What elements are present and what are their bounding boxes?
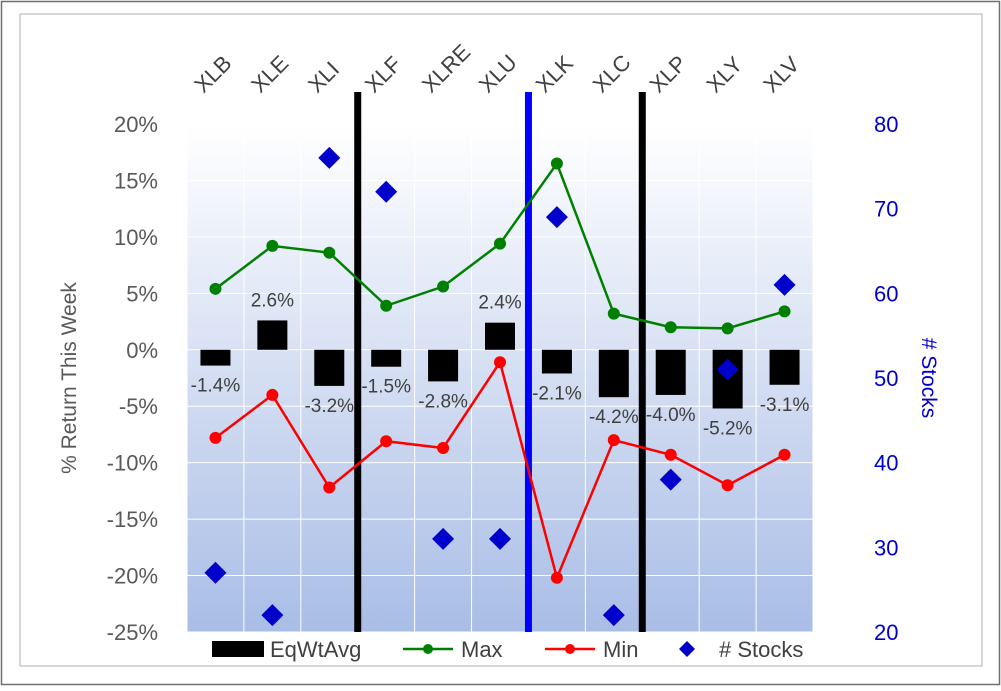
legend-entry-min: Min xyxy=(545,637,638,662)
data-label-xle: 2.6% xyxy=(251,290,294,311)
data-label-xlv: -3.1% xyxy=(760,395,810,416)
point-min-xlf xyxy=(380,435,393,448)
legend-label-min: Min xyxy=(603,637,638,662)
diamond-stocks-xlv xyxy=(773,273,796,296)
y-axis-tick-labels: -25% -20% -15% -10% -5% 0% 5% 10% 15% 20% xyxy=(107,112,158,645)
point-max-xlf xyxy=(380,299,393,312)
data-label-xly: -5.2% xyxy=(703,418,753,439)
y-tick-label: 20% xyxy=(114,112,158,137)
bar-xlb xyxy=(200,349,231,366)
point-max-xly xyxy=(721,322,734,335)
y-axis-title: % Return This Week xyxy=(58,282,81,474)
y-tick-label: 10% xyxy=(114,225,158,250)
legend-marker-stocks xyxy=(679,641,695,657)
y2-axis-tick-labels: 20 30 40 50 60 70 80 xyxy=(874,112,898,645)
diamond-stocks-xlre xyxy=(432,527,455,550)
bar-xlk xyxy=(541,349,572,374)
y-tick-label: -10% xyxy=(107,451,158,476)
y2-tick-label: 50 xyxy=(874,366,898,391)
bar-series-eqwtavg xyxy=(200,320,800,409)
legend-entry-stocks: # Stocks xyxy=(679,637,803,662)
inner-border xyxy=(19,13,983,667)
point-max-xlb xyxy=(209,282,222,295)
legend-entry-max: Max xyxy=(403,637,503,662)
legend-marker-max xyxy=(423,644,433,654)
y-tick-label: -20% xyxy=(107,564,158,589)
point-max-xlre xyxy=(437,280,450,293)
scatter-series-stocks xyxy=(204,146,796,627)
legend-label-max: Max xyxy=(461,637,503,662)
bar-xlc xyxy=(598,349,629,398)
diamond-stocks-xlb xyxy=(204,561,227,584)
data-label-xlc: -4.2% xyxy=(589,407,639,428)
diamond-stocks-xlc xyxy=(602,604,625,627)
bar-xle xyxy=(257,320,288,350)
diamond-stocks-xlp xyxy=(659,468,682,491)
legend: EqWtAvg Max Min # Stocks xyxy=(212,637,803,662)
legend-label-eqwtavg: EqWtAvg xyxy=(270,637,361,662)
data-label-xlb: -1.4% xyxy=(191,376,241,397)
diamond-stocks-xli xyxy=(318,146,341,169)
bar-xlre xyxy=(428,349,459,382)
y-tick-label: 0% xyxy=(126,338,158,363)
point-min-xlp xyxy=(664,448,677,461)
line-series xyxy=(209,157,791,584)
legend-swatch-eqwtavg xyxy=(212,641,264,657)
y2-tick-label: 20 xyxy=(874,620,898,645)
legend-label-stocks: # Stocks xyxy=(719,637,803,662)
point-max-xli xyxy=(323,246,336,259)
diamond-stocks-xlk xyxy=(545,206,568,229)
vertical-dividers xyxy=(354,92,646,632)
point-min-xlre xyxy=(437,441,450,454)
bar-xlu xyxy=(485,322,515,350)
y2-tick-label: 70 xyxy=(874,197,898,222)
point-min-xlb xyxy=(209,431,222,444)
point-min-xlc xyxy=(607,434,620,447)
data-label-xlk: -2.1% xyxy=(532,383,582,404)
diamond-stocks-xle xyxy=(261,604,284,627)
diamond-stocks-xlf xyxy=(375,180,398,203)
y-tick-label: 15% xyxy=(114,168,158,193)
y-tick-label: -5% xyxy=(119,394,158,419)
gridlines xyxy=(186,123,814,633)
point-max-xlu xyxy=(494,237,506,250)
bar-xlv xyxy=(769,349,800,385)
legend-marker-min xyxy=(565,644,575,654)
bar-xlp xyxy=(655,349,686,395)
point-max-xlk xyxy=(550,157,563,170)
legend-entry-eqwtavg: EqWtAvg xyxy=(212,637,361,662)
point-max-xlp xyxy=(664,321,677,334)
data-label-xlu: 2.4% xyxy=(478,293,521,314)
point-min-xly xyxy=(721,479,734,492)
point-min-xlk xyxy=(550,571,563,584)
bar-xlf xyxy=(371,349,402,367)
y-tick-label: -25% xyxy=(107,620,158,645)
data-label-xlf: -1.5% xyxy=(361,377,411,398)
point-max-xlv xyxy=(778,305,791,318)
point-max-xlc xyxy=(607,307,620,320)
data-label-xlre: -2.8% xyxy=(418,391,468,412)
bar-data-labels: -1.4% 2.6% -3.2% -1.5% -2.8% 2.4% -2.1% -4.2% -4… xyxy=(191,290,810,439)
bar-xli xyxy=(314,349,345,386)
point-min-xli xyxy=(323,481,336,494)
data-label-xlp: -4.0% xyxy=(646,405,696,426)
point-min-xlu xyxy=(494,356,506,369)
y2-axis-title: # Stocks xyxy=(917,338,940,419)
data-label-xli: -3.2% xyxy=(304,396,354,417)
point-max-xle xyxy=(266,239,279,252)
y2-tick-label: 60 xyxy=(874,281,898,306)
point-min-xle xyxy=(266,388,279,401)
y-tick-label: 5% xyxy=(126,281,158,306)
diamond-stocks-xly xyxy=(716,358,739,381)
y2-tick-label: 30 xyxy=(874,535,898,560)
y2-tick-label: 80 xyxy=(874,112,898,137)
point-min-xlv xyxy=(778,448,791,461)
y-tick-label: -15% xyxy=(107,507,158,532)
y2-tick-label: 40 xyxy=(874,451,898,476)
diamond-stocks-xlu xyxy=(489,527,511,550)
